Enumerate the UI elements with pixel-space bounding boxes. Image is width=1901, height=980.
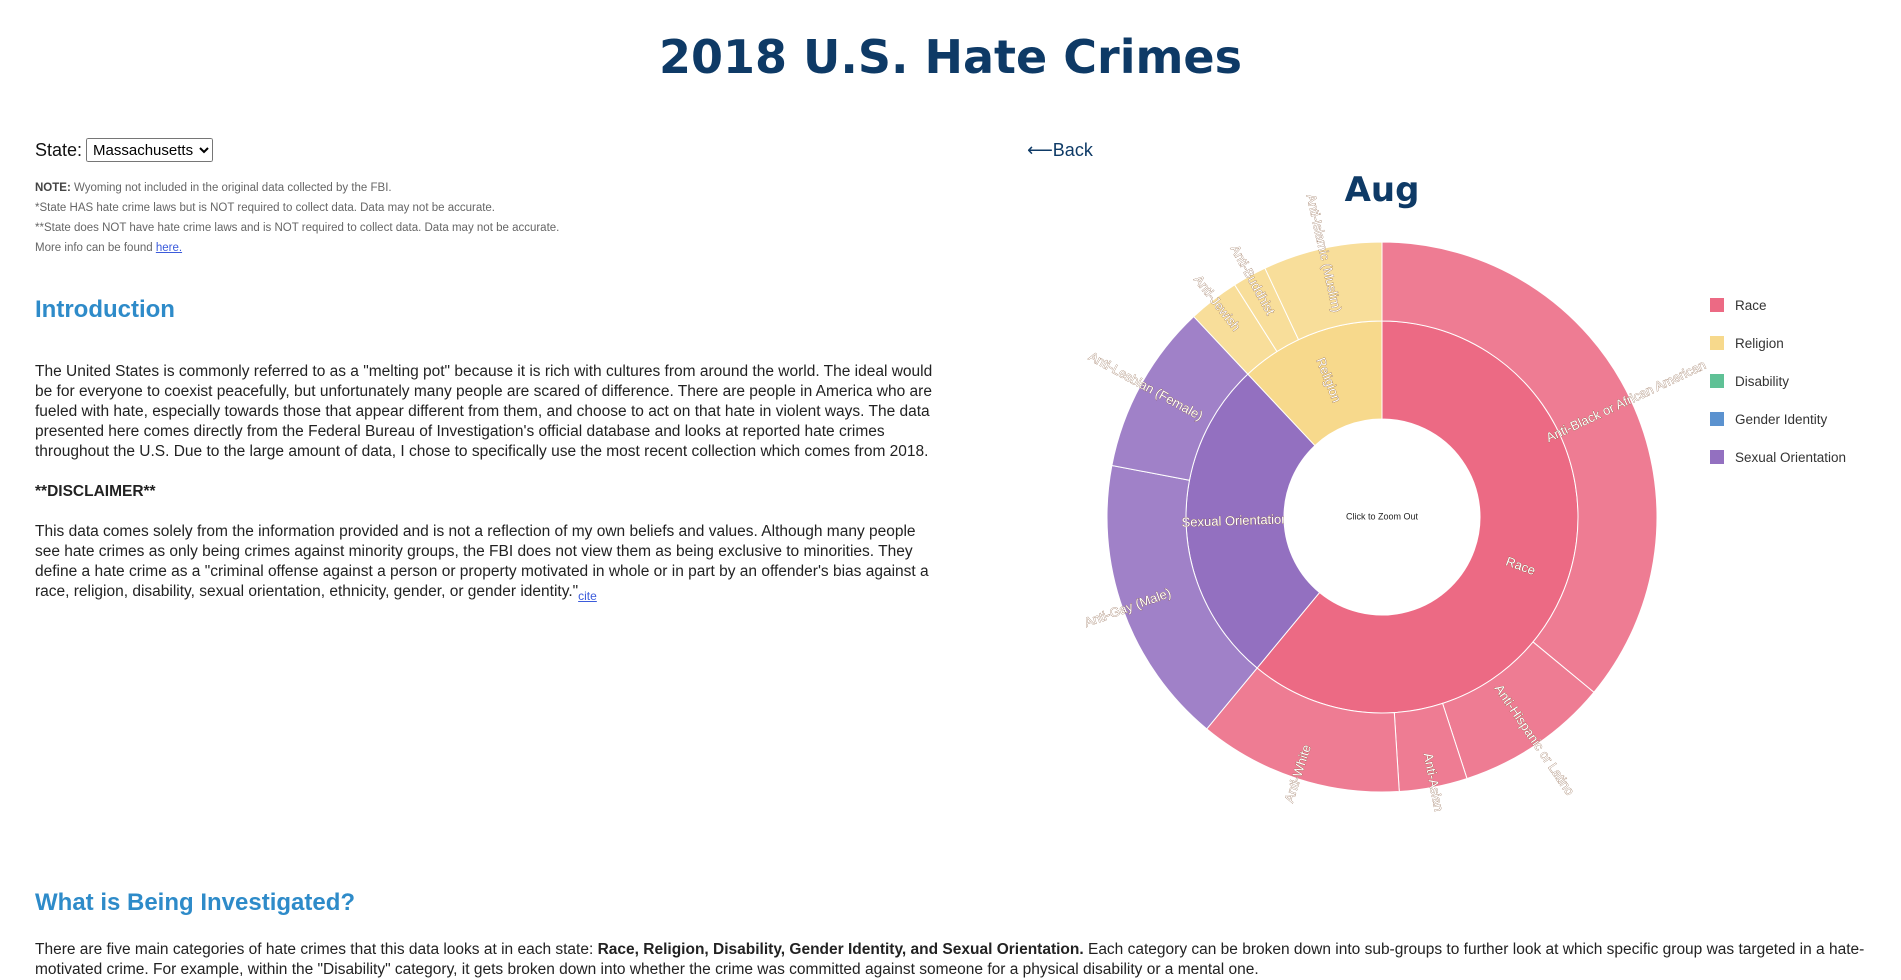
legend-item-race[interactable]: Race xyxy=(1710,286,1846,324)
zoom-out-center[interactable] xyxy=(1284,419,1480,615)
state-selector: State: Massachusetts xyxy=(35,138,915,162)
legend-swatch xyxy=(1710,336,1724,350)
disclaimer-text: This data comes solely from the informat… xyxy=(35,523,929,600)
page-title: 2018 U.S. Hate Crimes xyxy=(659,30,1242,84)
state-dropdown[interactable]: Massachusetts xyxy=(86,138,214,162)
legend-item-sexual-orientation[interactable]: Sexual Orientation xyxy=(1710,438,1846,476)
controls-panel: State: Massachusetts NOTE: Wyoming not i… xyxy=(35,138,915,258)
chart-title: Aug xyxy=(1344,170,1420,210)
subsegment-anti-islamic-muslim[interactable] xyxy=(1264,241,1383,341)
investigated-intro-text: There are five main categories of hate c… xyxy=(35,941,598,958)
legend-swatch xyxy=(1710,374,1724,388)
note-label: NOTE: xyxy=(35,182,71,194)
disclaimer-heading: **DISCLAIMER** xyxy=(35,483,156,500)
intro-paragraph: The United States is commonly referred t… xyxy=(35,363,933,460)
investigated-categories: Race, Religion, Disability, Gender Ident… xyxy=(597,941,1084,958)
back-link[interactable]: ⟵Back xyxy=(1027,140,1093,160)
investigated-paragraph: There are five main categories of hate c… xyxy=(35,940,1875,980)
chart-legend: Race Religion Disability Gender Identity Sex… xyxy=(1710,286,1846,476)
legend-swatch xyxy=(1710,298,1724,312)
legend-item-disability[interactable]: Disability xyxy=(1710,362,1846,400)
note-text: Wyoming not included in the original dat… xyxy=(70,182,392,194)
more-info-text: More info can be found xyxy=(35,242,156,254)
investigated-rest-text: Each category can be broken down into su… xyxy=(35,941,1865,978)
subsegment-anti-black-or-african-american[interactable] xyxy=(1381,241,1658,693)
state-label: State: xyxy=(35,139,83,160)
legend-label: Disability xyxy=(1735,373,1790,389)
legend-label: Sexual Orientation xyxy=(1735,449,1847,465)
legend-label: Race xyxy=(1735,297,1767,313)
introduction-heading: Introduction xyxy=(35,296,175,323)
note-line-no-laws: **State does NOT have hate crime laws an… xyxy=(35,222,560,234)
cite-link[interactable]: cite xyxy=(578,589,597,604)
introduction-body: The United States is commonly referred t… xyxy=(35,362,935,626)
legend-item-gender-identity[interactable]: Gender Identity xyxy=(1710,400,1846,438)
note-line-laws: *State HAS hate crime laws but is NOT re… xyxy=(35,202,496,214)
legend-label: Religion xyxy=(1735,335,1784,351)
data-notes: NOTE: Wyoming not included in the origin… xyxy=(35,178,915,258)
legend-item-religion[interactable]: Religion xyxy=(1710,324,1846,362)
legend-label: Gender Identity xyxy=(1735,411,1828,427)
legend-swatch xyxy=(1710,412,1724,426)
disclaimer-paragraph: This data comes solely from the informat… xyxy=(35,522,935,606)
legend-swatch xyxy=(1710,450,1724,464)
here-link[interactable]: here. xyxy=(155,242,183,254)
investigated-heading: What is Being Investigated? xyxy=(35,889,356,916)
